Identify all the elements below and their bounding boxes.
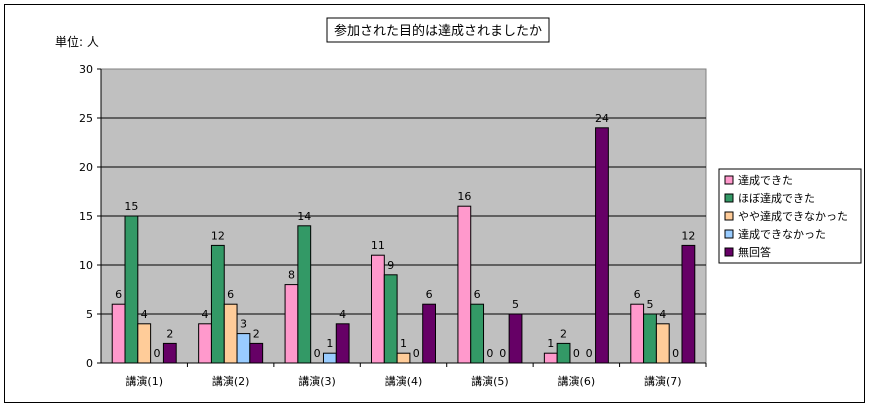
- chart-title-box: [326, 17, 550, 43]
- legend-label-1: 達成できた: [738, 174, 793, 187]
- data-label-2-5: 6: [474, 288, 481, 301]
- bar-5-6: [595, 127, 609, 364]
- legend-swatch-4: [724, 229, 734, 239]
- legend-label-2: ほぼ達成できた: [738, 192, 815, 205]
- y-tick-label: 0: [86, 357, 93, 370]
- data-label-1-4: 11: [371, 239, 385, 252]
- data-label-1-1: 6: [115, 288, 122, 301]
- legend-box: [718, 168, 862, 264]
- data-label-3-5: 0: [486, 347, 493, 360]
- bar-1-6: [543, 352, 558, 364]
- bar-2-4: [383, 274, 398, 364]
- bar-2-7: [643, 313, 657, 364]
- data-label-2-3: 14: [297, 210, 311, 223]
- data-label-2-2: 12: [211, 229, 225, 242]
- bar-5-2: [249, 342, 264, 364]
- bar-5-5: [508, 313, 523, 364]
- bar-1-4: [371, 254, 385, 364]
- y-tick-label: 20: [79, 161, 93, 174]
- bar-3-2: [223, 303, 238, 364]
- legend-label-4: 達成できなかった: [738, 228, 826, 241]
- legend-swatch-5: [724, 247, 734, 257]
- bar-5-1: [162, 342, 177, 364]
- data-label-4-6: 0: [586, 347, 593, 360]
- chart-frame: 参加された目的は達成されましたか 単位: 人 0 5 10 15 20 25 30 講演(1)…: [4, 4, 865, 403]
- data-label-3-4: 1: [400, 337, 407, 350]
- bar-3-7: [655, 323, 670, 364]
- bar-5-3: [335, 323, 350, 364]
- data-label-2-6: 2: [560, 327, 567, 340]
- bar-4-2: [236, 333, 251, 364]
- x-tick-label: 講演(2): [212, 374, 250, 388]
- data-label-1-2: 4: [202, 308, 209, 321]
- bar-4-3: [322, 352, 337, 364]
- data-label-3-2: 6: [227, 288, 234, 301]
- chart-svg: 参加された目的は達成されましたか 単位: 人 051015202530講演(1)…: [55, 17, 862, 388]
- data-label-5-6: 24: [595, 112, 609, 125]
- data-label-2-1: 15: [124, 200, 138, 213]
- data-label-2-7: 5: [646, 298, 653, 311]
- x-tick-label: 講演(6): [558, 374, 596, 388]
- data-label-4-7: 0: [672, 347, 679, 360]
- bar-2-6: [556, 342, 571, 364]
- data-label-5-4: 6: [426, 288, 433, 301]
- bars-layer: [111, 127, 696, 364]
- data-label-4-3: 1: [326, 337, 333, 350]
- bar-5-7: [681, 244, 696, 364]
- data-label-2-4: 9: [387, 259, 394, 272]
- data-label-4-2: 3: [240, 318, 247, 331]
- data-label-5-1: 2: [166, 327, 173, 340]
- unit-label: 単位: 人: [55, 34, 99, 49]
- data-label-1-3: 8: [288, 269, 295, 282]
- bar-2-2: [210, 244, 225, 364]
- data-label-5-3: 4: [339, 308, 346, 321]
- y-tick-label: 30: [79, 63, 93, 76]
- y-tick-label: 5: [86, 308, 93, 321]
- data-label-4-1: 0: [154, 347, 161, 360]
- legend-label-5: 無回答: [738, 245, 771, 259]
- bar-1-3: [284, 284, 299, 364]
- data-label-4-4: 0: [413, 347, 420, 360]
- y-tick-label: 15: [79, 210, 93, 223]
- x-tick-label: 講演(3): [298, 374, 336, 388]
- data-label-3-6: 0: [573, 347, 580, 360]
- bar-2-5: [470, 303, 485, 364]
- data-label-3-1: 4: [141, 308, 148, 321]
- bar-2-1: [124, 215, 139, 364]
- bar-5-4: [422, 303, 437, 364]
- data-label-5-2: 2: [253, 327, 260, 340]
- x-tick-label: 講演(5): [471, 374, 509, 388]
- y-tick-label: 25: [79, 112, 93, 125]
- data-label-1-6: 1: [547, 337, 554, 350]
- y-tick-label: 10: [79, 259, 93, 272]
- bar-1-2: [198, 323, 212, 364]
- bar-3-4: [396, 352, 411, 364]
- legend-swatch-1: [724, 175, 734, 185]
- bar-3-1: [137, 323, 152, 364]
- data-label-3-7: 4: [659, 308, 666, 321]
- bar-2-3: [297, 225, 312, 364]
- data-label-1-7: 6: [634, 288, 641, 301]
- legend-label-3: やや達成できなかった: [738, 210, 848, 223]
- x-tick-label: 講演(1): [125, 374, 163, 388]
- bar-1-7: [630, 303, 645, 364]
- legend-swatch-3: [724, 211, 734, 221]
- data-label-1-5: 16: [457, 190, 471, 203]
- bar-1-1: [111, 303, 126, 364]
- data-label-5-5: 5: [512, 298, 519, 311]
- data-label-3-3: 0: [314, 347, 321, 360]
- bar-1-5: [457, 205, 472, 364]
- x-tick-label: 講演(4): [385, 374, 423, 388]
- x-tick-label: 講演(7): [644, 374, 682, 388]
- data-label-5-7: 12: [681, 229, 695, 242]
- legend-swatch-2: [724, 193, 734, 203]
- data-label-4-5: 0: [499, 347, 506, 360]
- chart-title: 参加された目的は達成されましたか: [334, 23, 542, 39]
